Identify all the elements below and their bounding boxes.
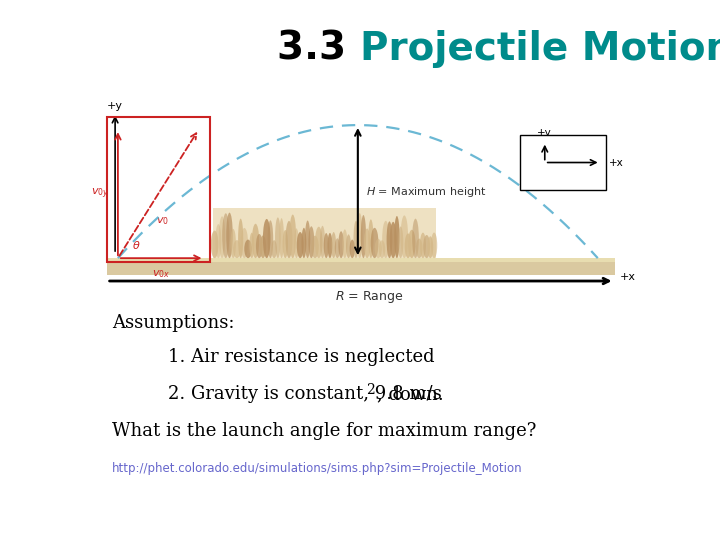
Ellipse shape (354, 221, 359, 258)
Text: 1. Air resistance is neglected: 1. Air resistance is neglected (168, 348, 435, 366)
Text: 2: 2 (366, 383, 375, 397)
Ellipse shape (211, 231, 218, 258)
Ellipse shape (233, 240, 240, 258)
Ellipse shape (249, 233, 254, 258)
Ellipse shape (379, 240, 385, 258)
Text: $\theta$: $\theta$ (132, 239, 140, 251)
Ellipse shape (431, 233, 437, 258)
Ellipse shape (428, 237, 433, 258)
Ellipse shape (311, 235, 319, 258)
Ellipse shape (328, 233, 333, 258)
FancyBboxPatch shape (520, 136, 606, 190)
Text: Assumptions:: Assumptions: (112, 314, 235, 332)
Ellipse shape (230, 229, 236, 258)
Ellipse shape (398, 226, 403, 258)
Text: $R$ = Range: $R$ = Range (335, 289, 403, 305)
Ellipse shape (282, 230, 288, 258)
Ellipse shape (240, 228, 248, 258)
Ellipse shape (219, 217, 225, 258)
Ellipse shape (289, 214, 296, 258)
Ellipse shape (286, 221, 292, 258)
Text: 3.3: 3.3 (277, 30, 360, 68)
FancyBboxPatch shape (213, 208, 436, 258)
Ellipse shape (308, 226, 315, 258)
Ellipse shape (390, 222, 397, 258)
Ellipse shape (405, 233, 411, 258)
Text: +y: +y (537, 127, 552, 138)
Ellipse shape (416, 239, 423, 258)
Ellipse shape (350, 240, 355, 258)
Ellipse shape (400, 215, 408, 258)
Ellipse shape (320, 226, 325, 258)
Ellipse shape (302, 228, 306, 258)
Ellipse shape (271, 240, 277, 258)
Ellipse shape (238, 219, 243, 258)
Text: $v_0$: $v_0$ (156, 215, 169, 227)
Text: $H$ = Maximum height: $H$ = Maximum height (366, 185, 487, 199)
Text: +x: +x (620, 272, 636, 282)
Ellipse shape (338, 231, 344, 258)
Ellipse shape (305, 220, 310, 258)
Text: Projectile Motion: Projectile Motion (360, 30, 720, 68)
Text: $v_{0y}$: $v_{0y}$ (91, 186, 109, 201)
Ellipse shape (364, 228, 370, 258)
Ellipse shape (368, 219, 374, 258)
Ellipse shape (244, 240, 252, 258)
Ellipse shape (263, 219, 271, 258)
Ellipse shape (260, 235, 266, 258)
Ellipse shape (357, 213, 363, 258)
Ellipse shape (342, 230, 348, 258)
Ellipse shape (331, 232, 336, 258)
Ellipse shape (226, 213, 233, 258)
Ellipse shape (371, 228, 379, 258)
Ellipse shape (346, 234, 351, 258)
Ellipse shape (275, 218, 281, 258)
Ellipse shape (215, 224, 221, 258)
Ellipse shape (361, 215, 366, 258)
Text: What is the launch angle for maximum range?: What is the launch angle for maximum ran… (112, 422, 536, 441)
FancyBboxPatch shape (107, 258, 615, 262)
Ellipse shape (408, 230, 415, 258)
Ellipse shape (294, 228, 299, 258)
Ellipse shape (423, 235, 430, 258)
Ellipse shape (412, 219, 419, 258)
Ellipse shape (382, 221, 390, 258)
Text: , down.: , down. (377, 385, 444, 403)
Ellipse shape (335, 238, 340, 258)
Ellipse shape (374, 239, 382, 258)
Ellipse shape (222, 213, 230, 258)
Ellipse shape (324, 233, 329, 258)
Ellipse shape (252, 224, 259, 258)
Ellipse shape (256, 234, 263, 258)
Text: http://phet.colorado.edu/simulations/sims.php?sim=Projectile_Motion: http://phet.colorado.edu/simulations/sim… (112, 462, 523, 475)
FancyBboxPatch shape (107, 258, 615, 275)
Text: $v_{0x}$: $v_{0x}$ (152, 268, 170, 280)
Ellipse shape (297, 232, 304, 258)
Ellipse shape (395, 216, 400, 258)
Ellipse shape (315, 227, 323, 258)
Ellipse shape (420, 233, 426, 258)
Ellipse shape (387, 221, 392, 258)
Text: +x: +x (609, 158, 624, 167)
Text: 2. Gravity is constant, 9.8 m/s: 2. Gravity is constant, 9.8 m/s (168, 385, 442, 403)
Text: +y: +y (107, 100, 123, 111)
Ellipse shape (279, 218, 284, 258)
Ellipse shape (268, 220, 273, 258)
